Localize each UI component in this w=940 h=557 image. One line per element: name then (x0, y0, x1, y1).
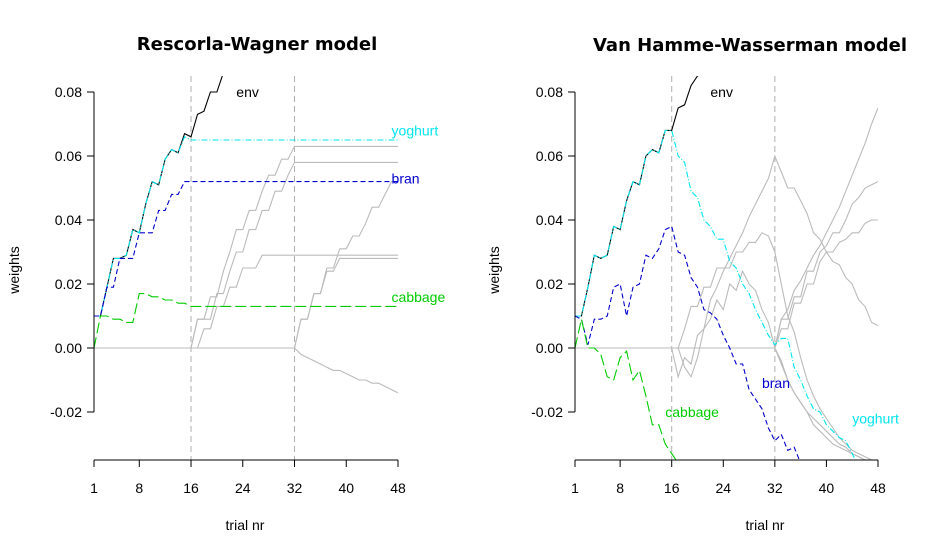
series-line-gray (94, 181, 398, 349)
x-tick-label: 1 (90, 480, 98, 496)
series-line-env (94, 76, 223, 317)
x-tick-label: 40 (819, 480, 835, 496)
y-tick-label: 0.04 (536, 212, 563, 228)
y-tick-label: -0.02 (50, 404, 82, 420)
series-label-env: env (236, 84, 259, 100)
y-axis-label: weights (486, 246, 502, 294)
x-tick-label: 24 (235, 480, 251, 496)
y-tick-label: 0.06 (55, 148, 82, 164)
y-tick-label: 0.00 (536, 340, 563, 356)
x-tick-label: 8 (135, 480, 143, 496)
y-tick-label: 0.00 (55, 340, 82, 356)
panel-title: Van Hamme-Wasserman model (593, 35, 907, 56)
x-tick-label: 32 (287, 480, 303, 496)
panel-title: Rescorla-Wagner model (137, 34, 377, 55)
series-line-gray (575, 181, 878, 349)
y-tick-label: 0.04 (55, 212, 82, 228)
x-tick-label: 48 (390, 480, 406, 496)
x-axis-label: trial nr (226, 517, 265, 533)
series-line-gray (575, 154, 878, 379)
series-label-bran: bran (762, 375, 790, 391)
series-label-env: env (710, 84, 733, 100)
y-tick-label: 0.02 (55, 276, 82, 292)
y-tick-label: 0.02 (536, 276, 563, 292)
series-label-bran: bran (392, 170, 420, 186)
series-line-env (575, 76, 699, 317)
series-line-gray (94, 254, 398, 349)
x-tick-label: 1 (571, 480, 579, 496)
y-tick-label: 0.08 (536, 84, 563, 100)
x-tick-label: 16 (183, 480, 199, 496)
x-tick-label: 40 (338, 480, 354, 496)
series-line-cabbage (94, 293, 398, 349)
x-tick-label: 16 (664, 480, 680, 496)
x-tick-label: 8 (616, 480, 624, 496)
x-tick-label: 32 (767, 480, 783, 496)
series-line-bran (575, 225, 800, 460)
rescorla-wagner-panel: Rescorla-Wagner model trial nr weights -… (6, 34, 445, 533)
series-line-yoghurt (575, 129, 857, 460)
y-tick-label: -0.02 (531, 404, 563, 420)
series-line-gray (94, 347, 398, 394)
series-line-bran (94, 181, 398, 317)
series-line-cabbage (575, 319, 677, 460)
series-label-yoghurt: yoghurt (852, 410, 899, 426)
series-line-yoghurt (94, 136, 398, 317)
x-axis-label: trial nr (746, 517, 785, 533)
series-line-gray (575, 107, 878, 349)
van-hamme-wasserman-panel: Van Hamme-Wasserman model trial nr weigh… (486, 35, 907, 533)
y-axis-label: weights (6, 246, 22, 294)
y-tick-label: 0.08 (55, 84, 82, 100)
y-tick-label: 0.06 (536, 148, 563, 164)
series-label-cabbage: cabbage (665, 404, 719, 420)
x-tick-label: 24 (715, 480, 731, 496)
series-line-gray (575, 232, 878, 460)
x-tick-label: 48 (870, 480, 886, 496)
series-label-cabbage: cabbage (392, 289, 446, 305)
series-line-gray (575, 219, 878, 349)
series-line-gray (94, 257, 398, 349)
series-label-yoghurt: yoghurt (392, 122, 439, 138)
series-line-gray (575, 347, 878, 460)
series-line-gray (575, 269, 878, 460)
series-line-gray (94, 145, 398, 349)
